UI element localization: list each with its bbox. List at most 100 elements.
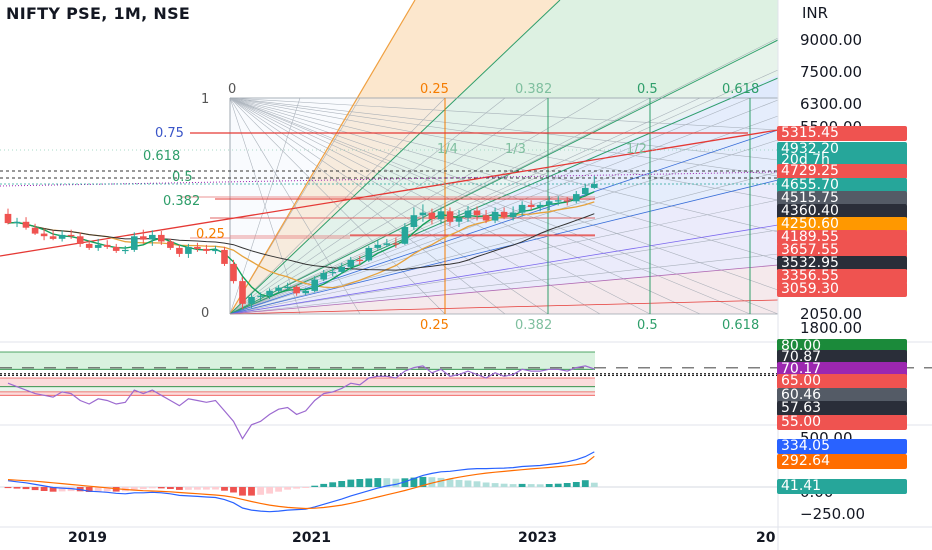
candle-body: [329, 272, 336, 274]
fan-ray-violet: [229, 224, 779, 315]
price-tick-label: 9000.00: [800, 31, 863, 49]
macd-hist-bar: [230, 487, 237, 493]
macd-hist-bar: [590, 482, 598, 487]
candle-body: [230, 263, 237, 282]
gann-line: [229, 97, 651, 315]
candle-body: [176, 247, 183, 254]
fib-price-level-text: 0.382: [163, 194, 201, 209]
gann-fib-drawing: [0, 0, 779, 315]
rsi-level-label: 70.87: [777, 350, 907, 365]
time-tick-label: 20: [756, 530, 776, 546]
currency-label: INR: [802, 4, 829, 22]
candle-body: [365, 247, 373, 261]
macd-hist-bar: [347, 479, 355, 487]
candle-body: [239, 281, 246, 304]
price-level-label: 3532.95: [777, 256, 907, 271]
candle-body: [22, 221, 30, 228]
macd-hist-bar: [103, 487, 111, 492]
macd-value-label: 41.41: [777, 479, 907, 494]
gann-line: [229, 97, 779, 177]
gann-line: [229, 97, 779, 131]
macd-value-label: 334.05: [777, 439, 907, 454]
macd-hist-bar: [311, 485, 319, 487]
fib-price-level-text: 0.75: [155, 126, 184, 141]
price-level-label: 5315.45: [777, 126, 907, 141]
macd-hist-bar: [266, 487, 273, 494]
time-tick-label: 2019: [68, 530, 107, 546]
candle-body: [302, 290, 309, 294]
candle-body: [446, 211, 454, 222]
candle-body: [392, 243, 400, 245]
candle-body: [500, 211, 508, 218]
candle-body: [67, 234, 75, 237]
macd-hist-bar: [392, 478, 400, 487]
macd-hist-bar: [148, 487, 156, 489]
candle-body: [401, 227, 409, 244]
macd-line: [7, 451, 595, 513]
fan-ray-green: [229, 0, 561, 315]
candle-body: [112, 246, 120, 251]
candle-body: [103, 244, 111, 247]
macd-hist-bar: [509, 484, 517, 487]
candle-body: [149, 234, 156, 240]
macd-hist-bar: [257, 487, 264, 495]
candle-body: [410, 215, 418, 227]
price-level-label: 4515.75: [777, 191, 907, 206]
candle-body: [203, 248, 210, 251]
candle-body: [383, 243, 391, 245]
price-level-label: 4655.70: [777, 178, 907, 193]
macd-hist-bar: [248, 487, 255, 496]
price-tick-label: 7500.00: [800, 63, 863, 81]
macd-hist-bar: [455, 480, 463, 487]
macd-tick-label: −250.00: [800, 505, 866, 523]
macd-hist-bar: [572, 482, 580, 487]
candle-body: [563, 200, 571, 202]
price-level-label: 3356.55: [777, 269, 907, 284]
macd-hist-bar: [500, 483, 508, 487]
fan-ray-blue: [229, 129, 779, 315]
candle-body: [527, 204, 535, 207]
macd-hist-bar: [4, 487, 12, 489]
macd-hist-bar: [94, 487, 102, 492]
candle-body: [554, 200, 562, 202]
candle-body: [167, 241, 174, 248]
candle-body: [509, 212, 517, 218]
fib-time-level-top: 0.382: [515, 82, 553, 97]
macd-hist-bar: [139, 487, 147, 490]
fib-time-level-top: 0.5: [637, 82, 658, 97]
gann-line: [229, 97, 751, 315]
candle-body: [158, 234, 165, 242]
candle-body: [4, 213, 12, 224]
macd-hist-bar: [338, 481, 346, 487]
candle-body: [284, 286, 291, 288]
macd-hist-bar: [13, 487, 21, 489]
price-tick-label: 2050.00: [800, 305, 863, 323]
macd-hist-bar: [176, 487, 183, 490]
gann-line: [229, 199, 779, 315]
candle-body: [311, 279, 318, 291]
candle-body: [545, 201, 553, 205]
candle-body: [419, 212, 427, 216]
macd-hist-bar: [545, 484, 553, 487]
macd-hist-bar: [563, 483, 571, 487]
gann-line: [229, 97, 779, 201]
macd-hist-bar: [491, 483, 499, 487]
rsi-level-label: 65.00: [777, 374, 907, 389]
macd-hist-bar: [374, 478, 382, 487]
candle-body: [464, 210, 472, 218]
moving-average-black: [7, 213, 595, 271]
candle-body: [185, 246, 192, 254]
candle-body: [473, 210, 481, 216]
candle-body: [338, 266, 345, 272]
macd-hist-bar: [419, 476, 427, 487]
macd-hist-bar: [275, 487, 282, 492]
rsi-level-label: 57.63: [777, 401, 907, 416]
gann-line: [229, 97, 779, 315]
fan-ray-red: [229, 299, 779, 315]
macd-hist-bar: [239, 487, 246, 496]
symbol-title[interactable]: NIFTY PSE, 1M, NSE: [6, 4, 191, 23]
time-tick-label: 2023: [518, 530, 557, 546]
candle-body: [40, 233, 48, 237]
price-level-label: 3059.30: [777, 282, 907, 297]
